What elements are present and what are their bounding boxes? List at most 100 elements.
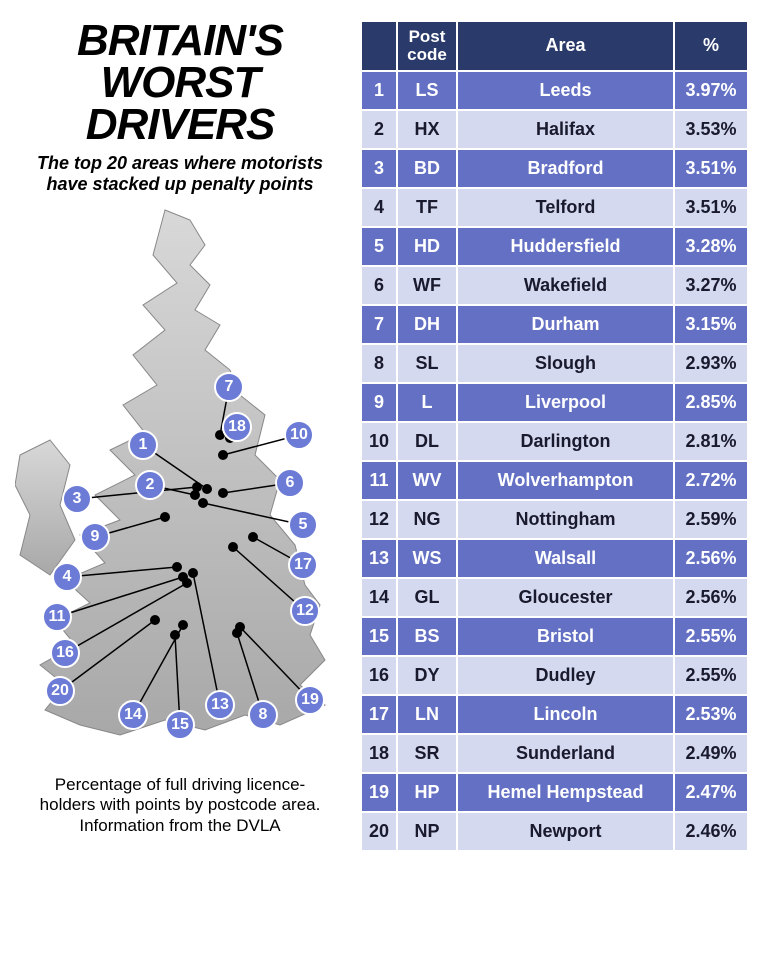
- cell-percent: 2.49%: [674, 734, 748, 773]
- cell-percent: 2.93%: [674, 344, 748, 383]
- cell-rank: 14: [361, 578, 397, 617]
- table-row: 8SLSlough2.93%: [361, 344, 748, 383]
- cell-postcode: L: [397, 383, 457, 422]
- cell-rank: 3: [361, 149, 397, 188]
- cell-postcode: DY: [397, 656, 457, 695]
- table-row: 12NGNottingham2.59%: [361, 500, 748, 539]
- cell-postcode: SL: [397, 344, 457, 383]
- cell-area: Dudley: [457, 656, 674, 695]
- cell-area: Bradford: [457, 149, 674, 188]
- cell-percent: 3.51%: [674, 188, 748, 227]
- table-row: 3BDBradford3.51%: [361, 149, 748, 188]
- cell-area: Telford: [457, 188, 674, 227]
- cell-percent: 3.15%: [674, 305, 748, 344]
- cell-area: Bristol: [457, 617, 674, 656]
- cell-percent: 2.59%: [674, 500, 748, 539]
- cell-rank: 4: [361, 188, 397, 227]
- cell-area: Hemel Hempstead: [457, 773, 674, 812]
- cell-percent: 2.56%: [674, 539, 748, 578]
- map-dot: [160, 512, 170, 522]
- map-marker: 17: [288, 550, 318, 580]
- cell-percent: 3.27%: [674, 266, 748, 305]
- map-dot: [202, 484, 212, 494]
- cell-area: Halifax: [457, 110, 674, 149]
- table-row: 1LSLeeds3.97%: [361, 71, 748, 110]
- map-dot: [182, 578, 192, 588]
- table-row: 5HDHuddersfield3.28%: [361, 227, 748, 266]
- cell-postcode: SR: [397, 734, 457, 773]
- map-dot: [178, 620, 188, 630]
- cell-percent: 3.97%: [674, 71, 748, 110]
- map-marker: 13: [205, 690, 235, 720]
- cell-percent: 2.53%: [674, 695, 748, 734]
- cell-postcode: WS: [397, 539, 457, 578]
- cell-percent: 2.56%: [674, 578, 748, 617]
- map-dot: [198, 498, 208, 508]
- cell-area: Lincoln: [457, 695, 674, 734]
- map-marker: 20: [45, 676, 75, 706]
- cell-postcode: NP: [397, 812, 457, 851]
- cell-rank: 8: [361, 344, 397, 383]
- cell-postcode: HP: [397, 773, 457, 812]
- map-marker: 15: [165, 710, 195, 740]
- cell-area: Walsall: [457, 539, 674, 578]
- cell-area: Sunderland: [457, 734, 674, 773]
- cell-area: Wolverhampton: [457, 461, 674, 500]
- cell-rank: 9: [361, 383, 397, 422]
- cell-rank: 2: [361, 110, 397, 149]
- map-dot: [218, 488, 228, 498]
- map-dot: [218, 450, 228, 460]
- table-row: 14GLGloucester2.56%: [361, 578, 748, 617]
- table-row: 16DYDudley2.55%: [361, 656, 748, 695]
- cell-rank: 17: [361, 695, 397, 734]
- cell-area: Darlington: [457, 422, 674, 461]
- cell-postcode: BS: [397, 617, 457, 656]
- cell-postcode: DL: [397, 422, 457, 461]
- cell-rank: 20: [361, 812, 397, 851]
- cell-postcode: HD: [397, 227, 457, 266]
- map-dot: [150, 615, 160, 625]
- map-marker: 7: [214, 372, 244, 402]
- map-container: 7181012635917412111613208191415: [15, 205, 345, 765]
- map-marker: 16: [50, 638, 80, 668]
- cell-percent: 2.55%: [674, 656, 748, 695]
- map-marker: 14: [118, 700, 148, 730]
- cell-percent: 2.81%: [674, 422, 748, 461]
- header-area: Area: [457, 21, 674, 71]
- map-marker: 10: [284, 420, 314, 450]
- table-row: 20NPNewport2.46%: [361, 812, 748, 851]
- map-dot: [228, 542, 238, 552]
- infographic-container: BRITAIN'S WORST DRIVERS The top 20 areas…: [0, 0, 761, 959]
- cell-area: Slough: [457, 344, 674, 383]
- map-marker: 6: [275, 468, 305, 498]
- cell-rank: 18: [361, 734, 397, 773]
- cell-area: Gloucester: [457, 578, 674, 617]
- cell-rank: 12: [361, 500, 397, 539]
- cell-postcode: LS: [397, 71, 457, 110]
- cell-area: Newport: [457, 812, 674, 851]
- map-dot: [170, 630, 180, 640]
- table-row: 15BSBristol2.55%: [361, 617, 748, 656]
- cell-area: Liverpool: [457, 383, 674, 422]
- map-dot: [188, 568, 198, 578]
- cell-rank: 1: [361, 71, 397, 110]
- cell-rank: 16: [361, 656, 397, 695]
- cell-rank: 15: [361, 617, 397, 656]
- map-marker: 1: [128, 430, 158, 460]
- map-marker: 18: [222, 412, 252, 442]
- table-row: 13WSWalsall2.56%: [361, 539, 748, 578]
- header-postcode: Postcode: [397, 21, 457, 71]
- table-row: 4TFTelford3.51%: [361, 188, 748, 227]
- cell-percent: 3.51%: [674, 149, 748, 188]
- cell-postcode: BD: [397, 149, 457, 188]
- left-panel: BRITAIN'S WORST DRIVERS The top 20 areas…: [0, 0, 355, 959]
- cell-percent: 3.28%: [674, 227, 748, 266]
- cell-area: Leeds: [457, 71, 674, 110]
- cell-postcode: WF: [397, 266, 457, 305]
- table-row: 11WVWolverhampton2.72%: [361, 461, 748, 500]
- table-row: 6WFWakefield3.27%: [361, 266, 748, 305]
- ranking-table: Postcode Area % 1LSLeeds3.97%2HXHalifax3…: [360, 20, 749, 852]
- footer-text: Percentage of full driving licence-holde…: [15, 775, 345, 836]
- cell-postcode: GL: [397, 578, 457, 617]
- map-marker: 11: [42, 602, 72, 632]
